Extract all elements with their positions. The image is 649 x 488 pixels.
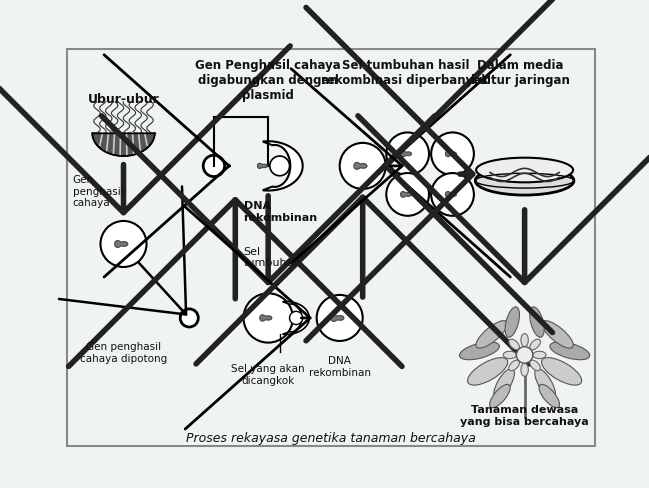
Text: DNA
rekombinan: DNA rekombinan xyxy=(309,355,371,377)
Polygon shape xyxy=(354,163,367,170)
Text: Gen Penghasil cahaya
digabungkan dengan
plasmid: Gen Penghasil cahaya digabungkan dengan … xyxy=(195,59,341,102)
Ellipse shape xyxy=(459,342,499,360)
Circle shape xyxy=(431,174,474,216)
Ellipse shape xyxy=(550,342,590,360)
Ellipse shape xyxy=(494,368,515,399)
Ellipse shape xyxy=(542,321,573,348)
Circle shape xyxy=(386,133,429,176)
Polygon shape xyxy=(400,192,411,198)
Ellipse shape xyxy=(476,321,508,348)
Ellipse shape xyxy=(509,360,519,371)
Text: Proses rekayasa genetika tanaman bercahaya: Proses rekayasa genetika tanaman bercaha… xyxy=(186,431,476,445)
Ellipse shape xyxy=(521,334,528,347)
Ellipse shape xyxy=(530,360,541,371)
Ellipse shape xyxy=(535,368,556,399)
Text: Sel tumbuhan hasil
rekombinasi diperbanyak: Sel tumbuhan hasil rekombinasi diperbany… xyxy=(321,59,489,87)
Circle shape xyxy=(339,143,386,189)
Polygon shape xyxy=(263,142,302,191)
Text: Dalam media
kultur jaringan: Dalam media kultur jaringan xyxy=(471,59,570,87)
Polygon shape xyxy=(283,302,310,335)
Text: Sel yang akan
dicangkok: Sel yang akan dicangkok xyxy=(231,364,305,385)
Circle shape xyxy=(180,309,199,327)
Polygon shape xyxy=(445,192,456,198)
Circle shape xyxy=(243,294,293,343)
Circle shape xyxy=(289,312,302,325)
Circle shape xyxy=(431,133,474,176)
Polygon shape xyxy=(331,315,344,322)
Polygon shape xyxy=(260,315,272,322)
Ellipse shape xyxy=(476,158,573,183)
Text: Gen penghasil
cahaya dipotong: Gen penghasil cahaya dipotong xyxy=(80,341,167,363)
Text: Sel
tumbuhan: Sel tumbuhan xyxy=(243,246,301,267)
Ellipse shape xyxy=(503,351,517,359)
Polygon shape xyxy=(400,152,411,157)
Ellipse shape xyxy=(541,358,582,386)
Polygon shape xyxy=(115,241,128,248)
Ellipse shape xyxy=(475,167,574,196)
Circle shape xyxy=(386,174,429,216)
Polygon shape xyxy=(445,152,456,157)
Ellipse shape xyxy=(467,358,508,386)
Ellipse shape xyxy=(539,385,559,408)
Ellipse shape xyxy=(521,364,528,377)
Ellipse shape xyxy=(533,351,546,359)
Circle shape xyxy=(270,157,289,176)
Text: Ubur-ubur: Ubur-ubur xyxy=(88,93,160,106)
Text: Tanaman dewasa
yang bisa bercahaya: Tanaman dewasa yang bisa bercahaya xyxy=(460,405,589,426)
Ellipse shape xyxy=(530,307,544,338)
Polygon shape xyxy=(258,164,267,169)
Circle shape xyxy=(101,222,147,267)
Ellipse shape xyxy=(530,340,541,350)
Polygon shape xyxy=(92,134,154,157)
FancyBboxPatch shape xyxy=(67,50,595,446)
Ellipse shape xyxy=(509,340,519,350)
Ellipse shape xyxy=(490,385,510,408)
Ellipse shape xyxy=(505,307,519,338)
Circle shape xyxy=(317,295,363,341)
Text: Gen
penghasil
cahaya: Gen penghasil cahaya xyxy=(73,175,123,208)
Circle shape xyxy=(517,347,533,364)
Circle shape xyxy=(203,156,225,177)
Text: DNA
rekombinan: DNA rekombinan xyxy=(243,201,317,223)
